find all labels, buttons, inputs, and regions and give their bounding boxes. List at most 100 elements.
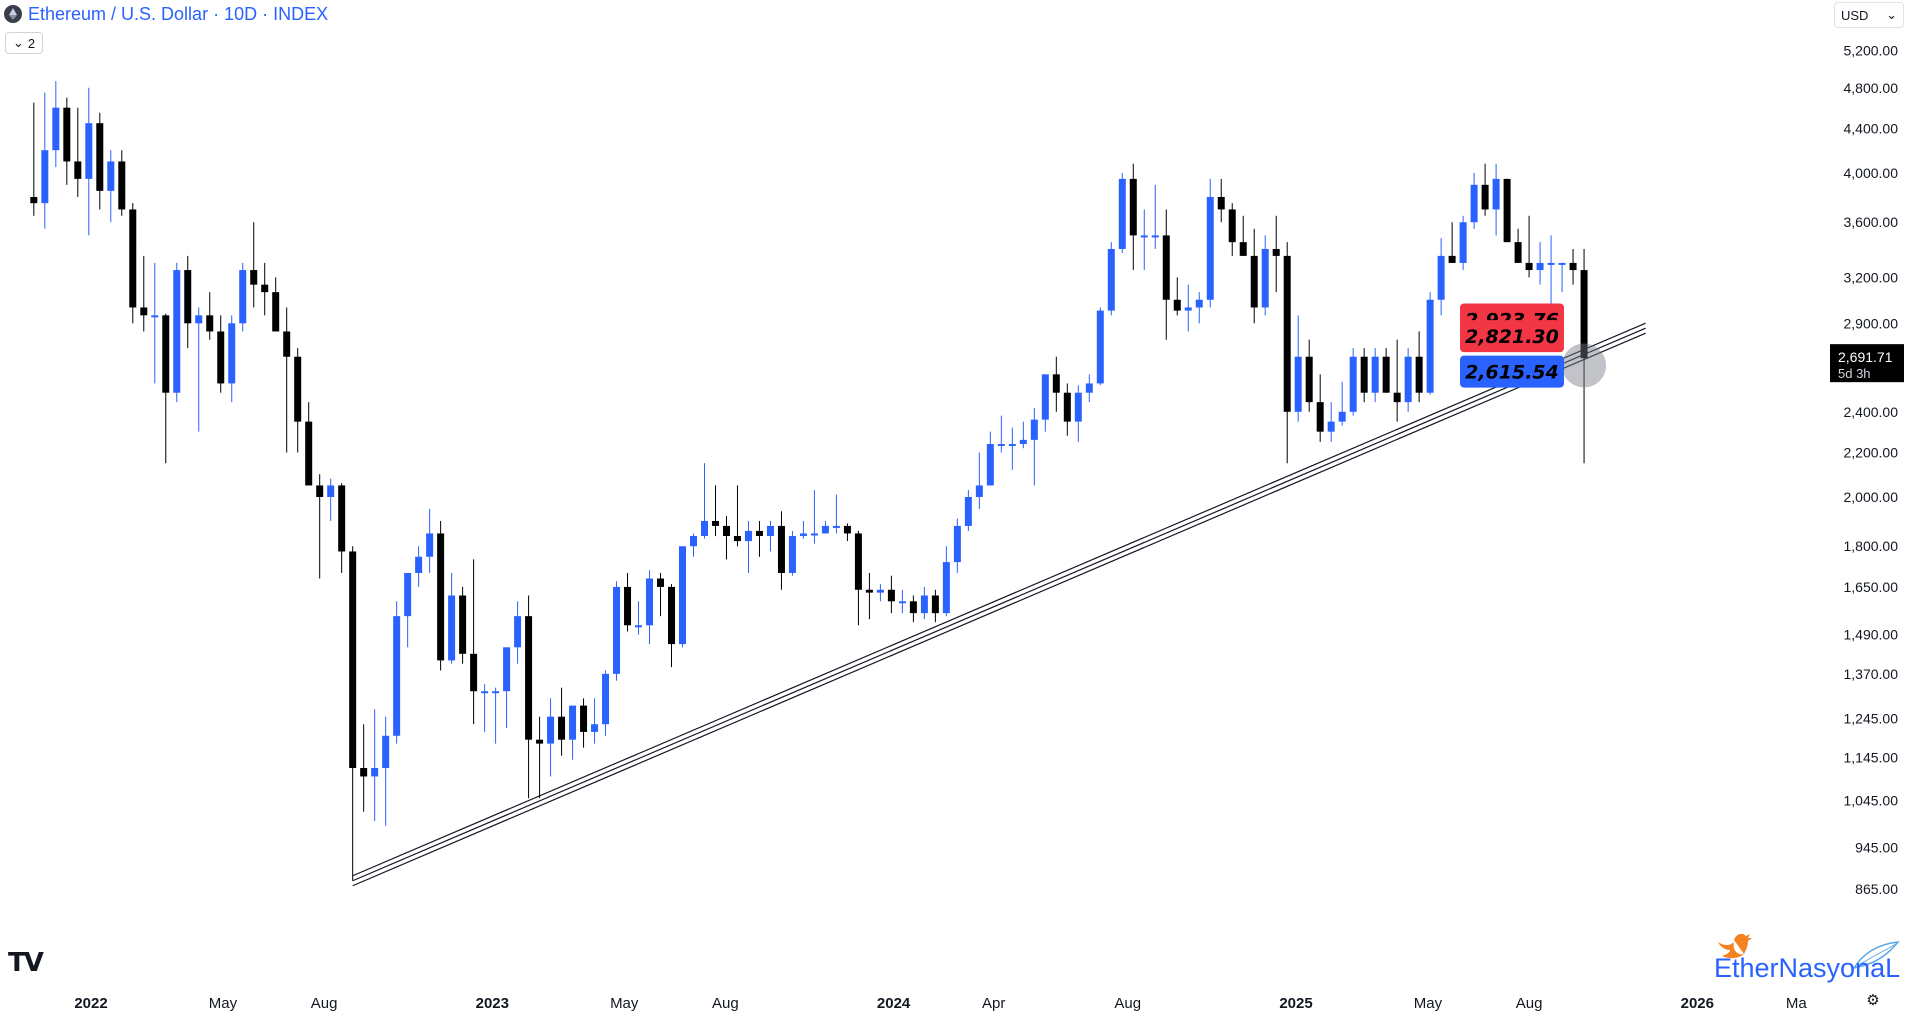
candle (426, 508, 434, 573)
time-tick-label: 2022 (74, 995, 107, 1012)
candle-body (1459, 222, 1467, 263)
candle (722, 516, 730, 560)
candle (305, 402, 313, 486)
indicators-toggle-button[interactable]: ⌄ 2 (5, 32, 43, 54)
candle-body (503, 647, 511, 692)
price-tick-label: 1,245.00 (1844, 711, 1899, 727)
candle (1305, 339, 1313, 412)
candle-body (832, 525, 840, 528)
candle-body (920, 595, 928, 614)
trendline-line-2[interactable] (352, 327, 1646, 882)
candle (1558, 262, 1566, 293)
symbol-title[interactable]: Ethereum / U.S. Dollar · 10D · INDEX (28, 3, 329, 24)
settings-gear-icon[interactable]: ⚙ (1866, 992, 1880, 1009)
candle-body (1558, 262, 1566, 265)
candle-body (843, 525, 851, 534)
twitter-bird-icon (1718, 933, 1752, 959)
candle (854, 530, 862, 626)
time-tick-label: Aug (712, 995, 739, 1012)
candle (624, 572, 632, 632)
candle-body (602, 673, 610, 725)
candle (327, 478, 335, 521)
candle-body (206, 315, 214, 332)
candle (1217, 178, 1225, 223)
candle (74, 107, 82, 197)
candle-body (766, 525, 774, 536)
price-tick-label: 2,400.00 (1844, 404, 1899, 420)
ethereum-icon (4, 5, 22, 23)
candle-body (393, 616, 401, 736)
candle (1162, 209, 1170, 340)
candle (799, 520, 807, 539)
trendline-line-1[interactable] (352, 322, 1646, 877)
currency-select[interactable]: USD ⌄ (1834, 2, 1904, 28)
candle (690, 533, 697, 557)
candle (1404, 348, 1412, 412)
candle (1118, 173, 1126, 254)
price-tick-label: 1,490.00 (1844, 627, 1899, 643)
candle-body (261, 284, 269, 293)
candle-body (525, 616, 533, 740)
trendline[interactable] (352, 322, 1646, 887)
candle (1294, 315, 1302, 422)
candle-body (459, 595, 467, 654)
candle-body (1360, 356, 1368, 393)
candle-body (470, 653, 478, 692)
last-price-box (1830, 344, 1904, 383)
time-tick-label: May (610, 995, 639, 1012)
time-tick-label: 2025 (1279, 995, 1312, 1012)
candle-body (1107, 248, 1115, 311)
candle (733, 485, 741, 547)
candle-body (942, 562, 950, 614)
candle-body (799, 533, 807, 536)
tradingview-logo-icon[interactable]: TV (8, 948, 44, 978)
price-tick-label: 3,600.00 (1844, 214, 1899, 230)
candle-body (1415, 356, 1423, 393)
candle-body (437, 533, 445, 661)
candle (470, 559, 478, 725)
candle (1547, 235, 1555, 316)
candle (151, 262, 159, 384)
candle (711, 485, 719, 536)
candle-body (360, 768, 368, 777)
candle-body (1239, 242, 1247, 256)
time-tick-label: 2024 (877, 995, 911, 1012)
time-axis[interactable]: 2022 May Aug 2023 May Aug 2024 Apr Aug 2025 May Aug… (74, 995, 1807, 1012)
candle (514, 601, 522, 664)
candle (1041, 374, 1049, 432)
candle-body (294, 356, 302, 422)
candle-body (41, 150, 49, 204)
price-label-red: 2,821.30 (1460, 320, 1564, 353)
price-axis[interactable]: 5,200.00 4,800.00 4,400.00 4,000.00 3,600.00… (1830, 42, 1904, 897)
candle (1151, 184, 1159, 249)
candle (635, 601, 643, 635)
last-price-value: 2,691.71 (1838, 349, 1893, 365)
candle-body (997, 444, 1005, 447)
candle-body (558, 716, 566, 740)
candle-body (514, 616, 522, 648)
price-tick-label: 2,000.00 (1844, 489, 1899, 505)
candle-body (195, 315, 203, 324)
price-tick-label: 945.00 (1855, 839, 1898, 855)
candle-body (1503, 178, 1511, 243)
price-label-text: 2,821.30 (1465, 326, 1559, 348)
candle (184, 255, 192, 349)
symbol-header[interactable]: Ethereum / U.S. Dollar · 10D · INDEX (4, 3, 328, 25)
trendline-line-3[interactable] (352, 332, 1646, 887)
candle (1019, 421, 1027, 449)
candle (865, 572, 873, 620)
candle-body (690, 535, 697, 547)
candle-body (1140, 235, 1148, 238)
candle (1107, 242, 1115, 316)
price-tick-label: 3,200.00 (1844, 269, 1899, 285)
candle-body (239, 270, 247, 324)
candle-body (1470, 184, 1478, 223)
candle (1173, 277, 1181, 316)
candle (832, 494, 840, 534)
candle (272, 277, 280, 332)
candle-body (1008, 444, 1016, 447)
watermark (1718, 933, 1900, 970)
candle (755, 520, 763, 557)
candle-body (931, 595, 939, 614)
